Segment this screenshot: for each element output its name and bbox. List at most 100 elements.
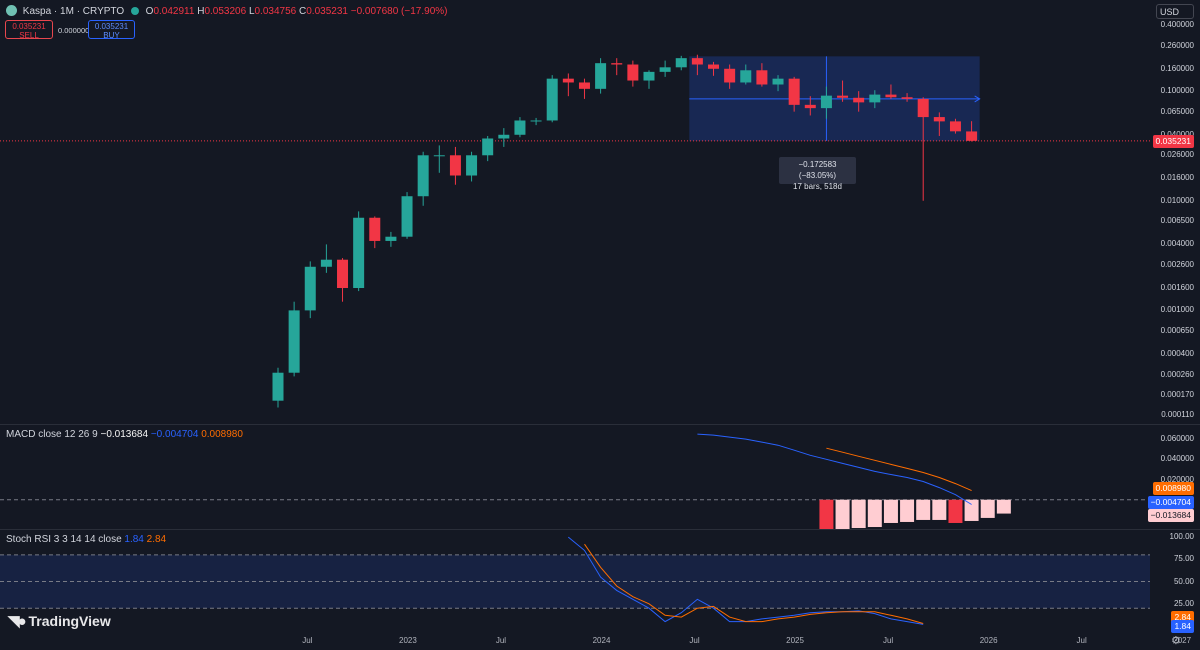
candle-body (837, 95, 849, 98)
time-tick: Jul (495, 636, 507, 645)
price-tick: 0.002600 (1160, 259, 1194, 269)
candle-body (869, 94, 881, 103)
macd-histogram-bar (835, 499, 850, 529)
macd-histogram-bar (867, 499, 882, 528)
symbol-title[interactable]: Kaspa · 1M · CRYPTO (22, 6, 125, 17)
price-tick: 0.010000 (1160, 195, 1194, 205)
spread-value: 0.000000 (58, 26, 90, 35)
candle-body (449, 155, 461, 176)
open-label: O (145, 6, 154, 17)
candle-body (595, 63, 607, 89)
last-price-tag: 0.035231 (1152, 134, 1194, 148)
macd-histogram-bar (916, 499, 931, 520)
macd-tick: 0.060000 (1160, 434, 1194, 444)
stoch-k-tag: 1.84 (1171, 620, 1194, 634)
stoch-tick: 100.00 (1169, 532, 1194, 542)
candle-body (514, 120, 526, 135)
price-tick: 0.160000 (1160, 63, 1194, 73)
candle-body (353, 217, 365, 289)
market-status-icon (130, 7, 139, 15)
pane-separator[interactable] (0, 529, 1200, 530)
buy-label: BUY (103, 31, 120, 40)
candle-body (740, 70, 752, 83)
candle-body (320, 259, 332, 267)
open-value: 0.042911 (153, 6, 195, 17)
macd-chart[interactable] (0, 425, 1150, 529)
price-tick: 0.004000 (1160, 239, 1194, 249)
macd-histogram-bar (819, 499, 834, 529)
candle-body (466, 155, 478, 176)
candle-body (385, 236, 397, 241)
macd-legend: MACD close 12 26 9 −0.013684 −0.004704 0… (6, 429, 243, 440)
macd-histogram-bar (980, 499, 995, 518)
macd-signal-value: 0.008980 (201, 429, 243, 440)
price-tick: 0.001000 (1160, 305, 1194, 315)
macd-histogram-bar (996, 499, 1011, 514)
price-tick: 0.026000 (1160, 150, 1194, 160)
candle-body (627, 64, 639, 81)
macd-title[interactable]: MACD close 12 26 9 (6, 429, 98, 440)
currency-selector[interactable]: USD (1156, 4, 1194, 19)
time-tick: Jul (689, 636, 700, 645)
stoch-title[interactable]: Stoch RSI 3 3 14 14 close (6, 534, 122, 545)
macd-line (697, 433, 972, 505)
candle-body (804, 104, 816, 109)
price-tick: 0.065000 (1160, 106, 1194, 116)
candle-body (272, 372, 284, 401)
macd-tick: 0.020000 (1160, 474, 1194, 484)
price-chart[interactable] (0, 0, 1150, 424)
high-value: 0.053206 (204, 6, 247, 17)
macd-histogram-bar (851, 499, 866, 529)
time-tick: Jul (882, 636, 894, 645)
candle-body (482, 138, 494, 156)
candle-body (853, 97, 865, 103)
price-tick: 0.001600 (1160, 283, 1194, 292)
buy-button[interactable]: 0.035231 BUY (88, 20, 135, 40)
macd-signal-line (826, 447, 972, 492)
macd-hist-tag: −0.013684 (1147, 508, 1194, 522)
stoch-k-value: 1.84 (124, 534, 144, 545)
time-tick: 2023 (399, 636, 417, 645)
buy-price: 0.035231 (94, 22, 129, 31)
price-tick: 0.006500 (1160, 216, 1194, 226)
candle-body (498, 134, 510, 139)
candle-body (643, 71, 655, 81)
tv-mark-icon: ◥● (8, 613, 27, 630)
macd-histogram-bar (900, 499, 915, 522)
candle-body (966, 131, 978, 141)
candle-body (756, 70, 768, 85)
price-tick: 0.000110 (1161, 410, 1194, 420)
time-tick: Jul (302, 636, 313, 645)
brand-name: TradingView (28, 613, 111, 629)
stoch-legend: Stoch RSI 3 3 14 14 close 1.84 2.84 (6, 534, 166, 545)
candle-body (288, 310, 300, 373)
candle-body (708, 64, 720, 69)
low-value: 0.034756 (254, 6, 297, 17)
time-tick: Jul (1076, 636, 1087, 645)
ohlc-readout: O0.042911 H0.053206 L0.034756 C0.035231 … (146, 6, 448, 17)
macd-histogram-bar (948, 499, 963, 523)
time-tick: 2026 (979, 636, 998, 645)
candle-body (933, 117, 945, 122)
price-tick: 0.260000 (1160, 40, 1194, 50)
candle-body (369, 217, 381, 241)
candle-body (820, 95, 832, 109)
candle-body (546, 78, 558, 121)
sell-button[interactable]: 0.035231 SELL (5, 20, 53, 40)
settings-gear-icon[interactable]: ⚙ (1171, 635, 1181, 647)
time-tick: 2027 (1173, 636, 1192, 645)
measure-tooltip: −0.172583 (−83.05%) 17 bars, 518d (779, 157, 856, 191)
price-tick: 0.000400 (1160, 349, 1194, 358)
stoch-d-value: 2.84 (146, 534, 167, 545)
stoch-chart[interactable] (0, 530, 1150, 630)
macd-histogram-bar (932, 499, 947, 520)
price-tick: 0.040000 (1161, 130, 1194, 139)
change-value: −0.007680 (−17.90%) (350, 6, 448, 17)
candle-body (304, 266, 316, 311)
candle-body (788, 78, 800, 105)
candle-body (611, 63, 623, 65)
measure-bars: 17 bars, 518d (793, 182, 842, 191)
candle-body (724, 68, 736, 83)
pane-separator[interactable] (0, 424, 1200, 425)
price-tick: 0.016000 (1160, 173, 1194, 183)
